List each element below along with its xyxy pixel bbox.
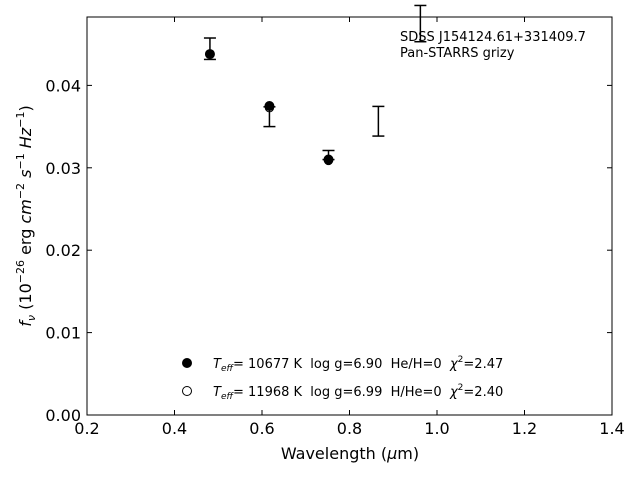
annotation-object-name: SDSS J154124.61+331409.7 — [400, 30, 586, 45]
y-axis-label: fν (10−26 erg cm−2 s−1 Hz−1) — [14, 105, 38, 326]
x-tick-label: 1.4 — [599, 419, 624, 438]
legend-marker-open — [182, 386, 192, 396]
y-tick-label: 0.04 — [45, 76, 81, 95]
model-point-open — [205, 49, 215, 59]
y-tick-label: 0.03 — [45, 159, 81, 178]
x-tick-label: 0.8 — [337, 419, 362, 438]
y-tick-label: 0.00 — [45, 406, 81, 425]
x-tick-label: 1.0 — [424, 419, 449, 438]
legend-entry-1: Teff= 10677 K log g=6.90 He/H=0 χ2=2.47 — [213, 355, 503, 374]
error-bar — [372, 105, 385, 137]
x-tick-label: 0.4 — [162, 419, 187, 438]
legend-entry-2: Teff= 11968 K log g=6.99 H/He=0 χ2=2.40 — [213, 383, 503, 402]
error-bar — [414, 4, 427, 43]
annotation-survey: Pan-STARRS grizy — [400, 46, 515, 61]
model-point-filled — [264, 100, 275, 111]
legend-marker-filled — [182, 358, 192, 368]
legend: Teff= 10677 K log g=6.90 He/H=0 χ2=2.47 … — [182, 355, 503, 402]
model-point-open — [323, 155, 334, 166]
plot-frame — [86, 16, 613, 416]
x-tick-label: 0.2 — [74, 419, 99, 438]
y-tick-label: 0.02 — [45, 241, 81, 260]
x-axis-label: Wavelength (μm) — [281, 444, 419, 463]
x-tick-label: 0.6 — [249, 419, 274, 438]
y-axis: 0.00 0.01 0.02 0.03 0.04 — [45, 76, 612, 425]
plot-area — [203, 4, 427, 166]
model-point-open — [264, 102, 275, 113]
x-tick-label: 1.2 — [512, 419, 537, 438]
x-axis: 0.2 0.4 0.6 0.8 1.0 1.2 1.4 — [74, 17, 625, 438]
y-tick-label: 0.01 — [45, 324, 81, 343]
